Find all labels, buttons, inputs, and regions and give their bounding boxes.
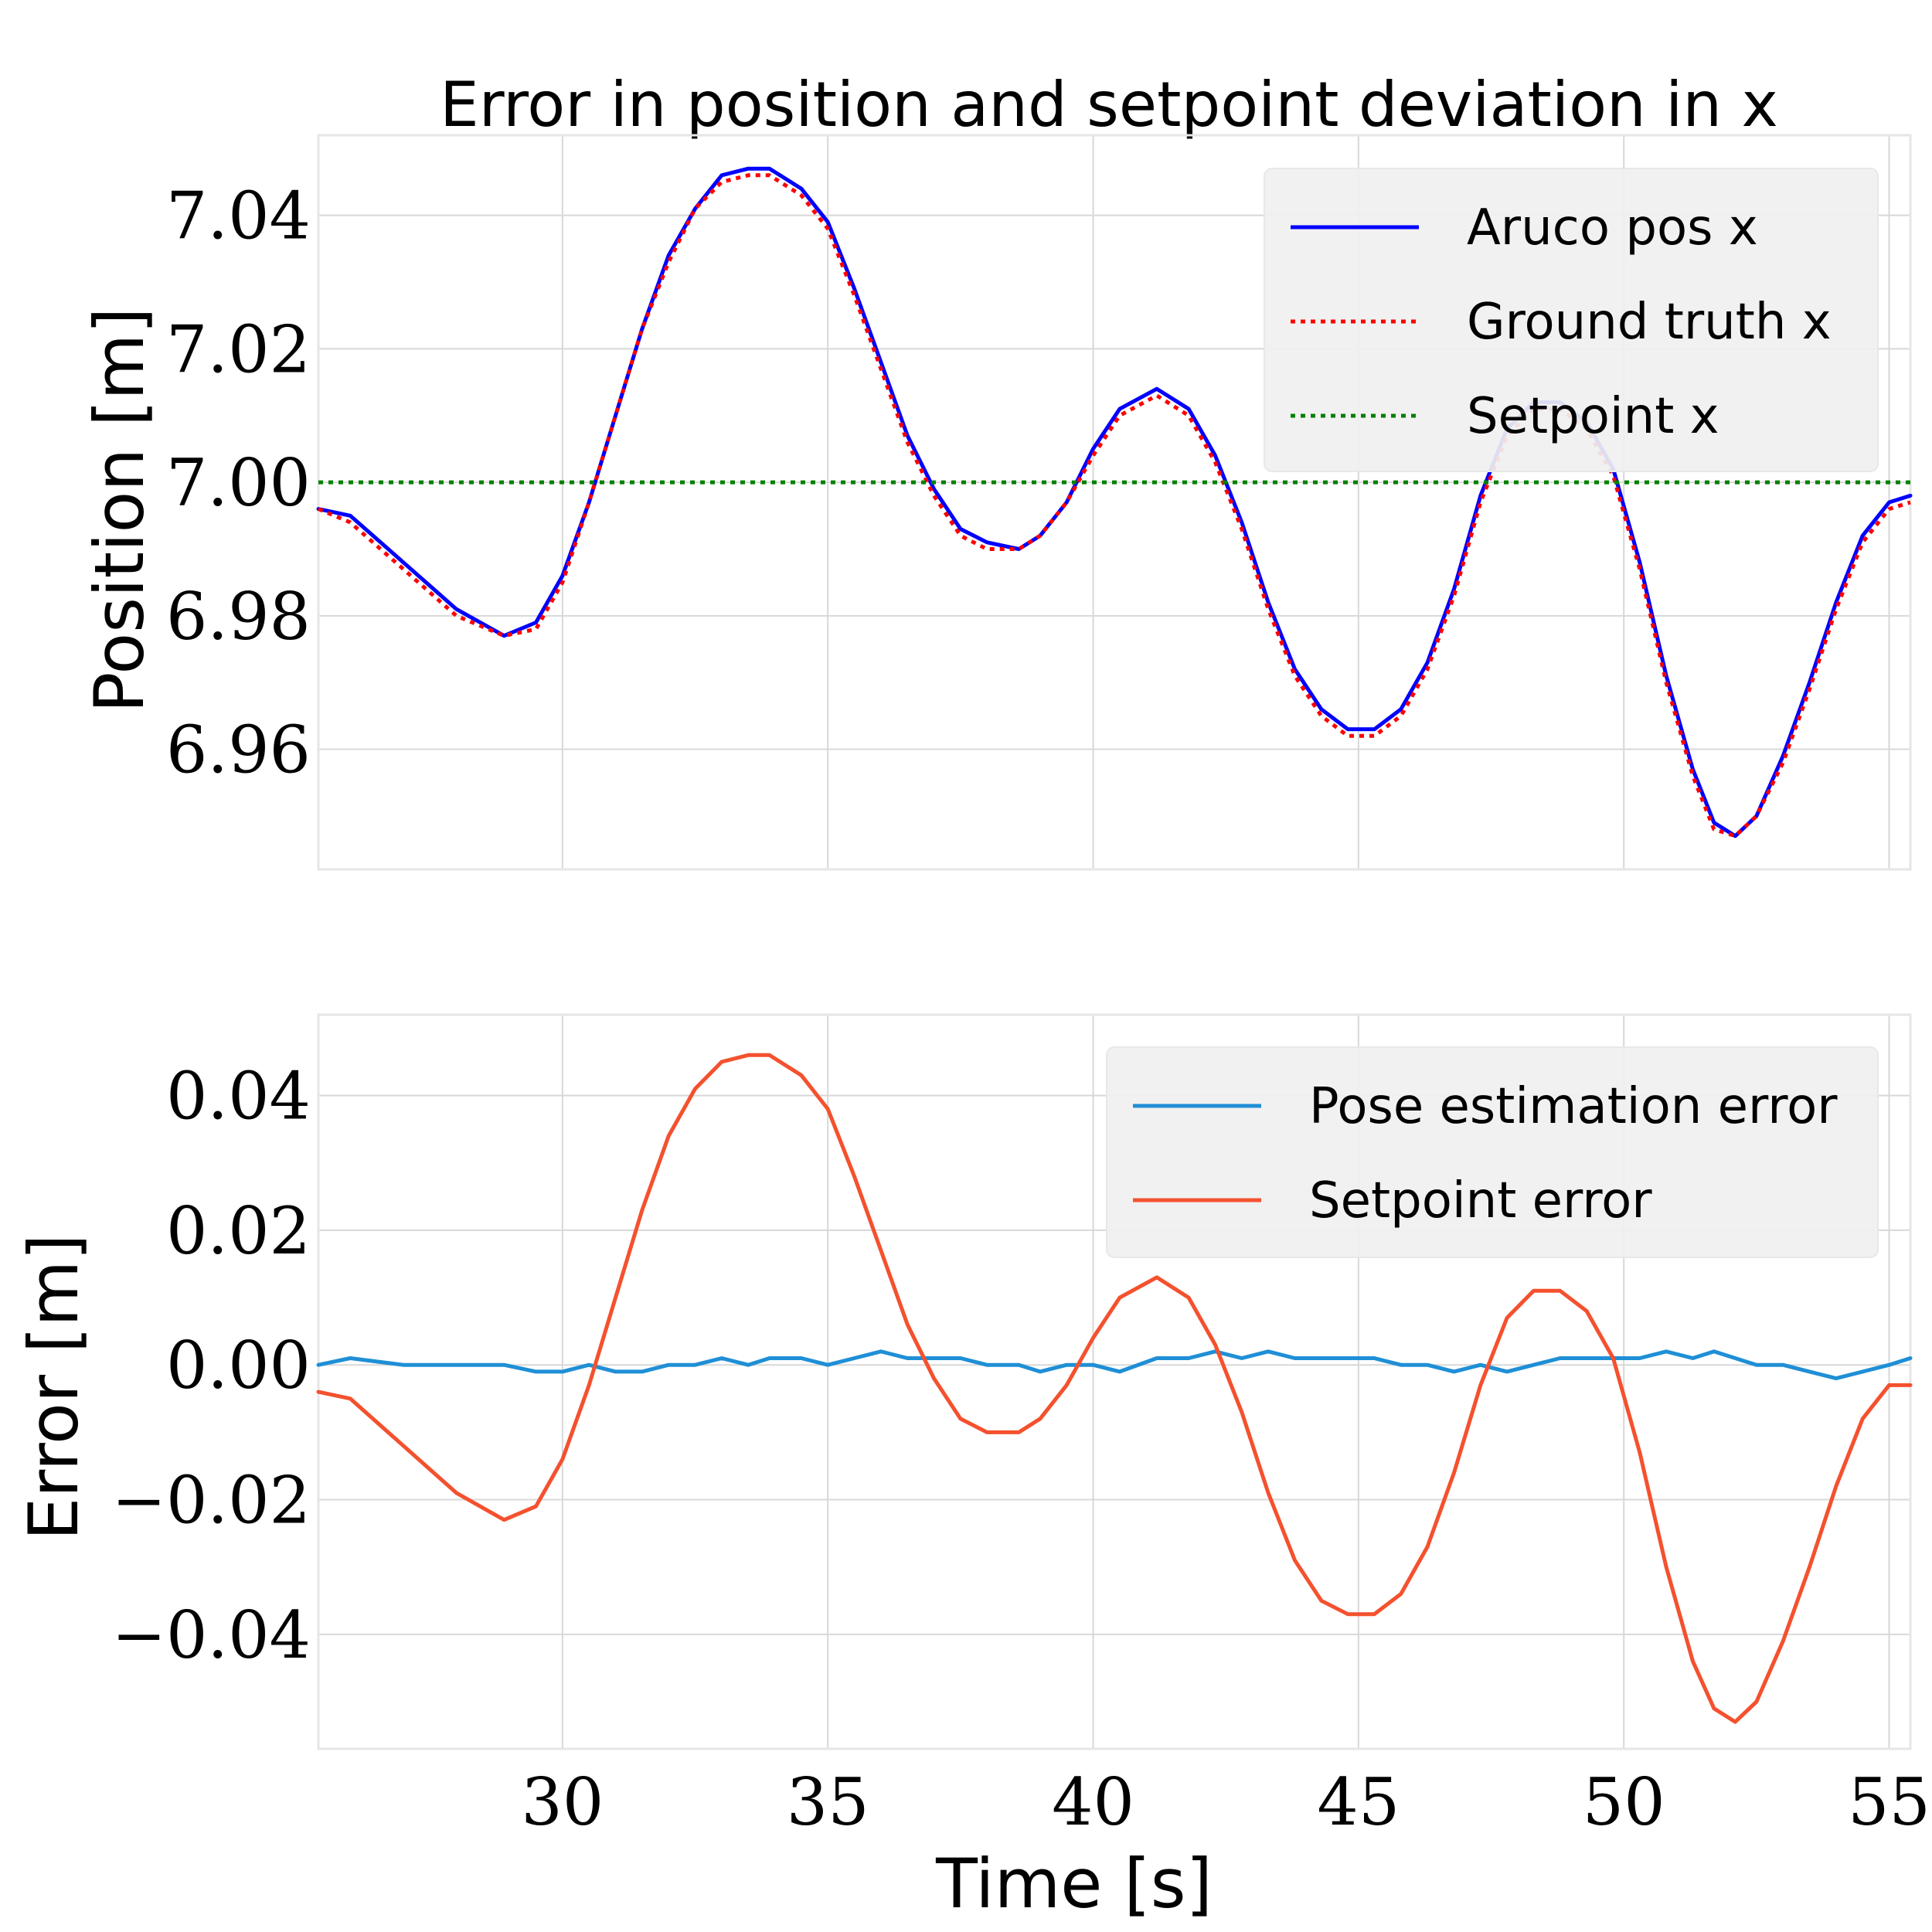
legend-label: Ground truth x [1467, 294, 1832, 351]
error-ytick-label: −0.02 [112, 1463, 311, 1539]
error-ytick-label: 0.04 [166, 1059, 311, 1134]
position-panel: 6.96 6.98 7.00 7.02 7.04 Aruco pos x Ground tr… [166, 134, 1913, 871]
position-ytick-label: 7.04 [166, 179, 311, 254]
error-panel: −0.04 −0.02 0.00 0.02 0.04 30 35 40 45 50 55 Pose e… [112, 1013, 1930, 1840]
position-ytick-label: 6.98 [166, 579, 311, 655]
position-ytick-label: 7.00 [166, 445, 311, 521]
error-ytick-label: 0.02 [166, 1193, 311, 1269]
time-xtick-label: 50 [1583, 1764, 1665, 1840]
position-ytick-label: 6.96 [166, 713, 311, 788]
legend-box [1264, 168, 1879, 472]
error-axis-label: Error [m] [14, 1234, 94, 1541]
legend-label: Setpoint x [1467, 388, 1719, 445]
series-line-pose-estimation-error [316, 1349, 1913, 1381]
error-ytick-label: −0.04 [112, 1597, 311, 1673]
position-legend: Aruco pos x Ground truth x Setpoint x [1264, 168, 1879, 472]
chart-title: Error in position and setpoint deviation… [440, 69, 1778, 141]
error-plot-frame [317, 1013, 1912, 1750]
series-line-setpoint-error [316, 1053, 1913, 1724]
time-axis-label: Time [s] [935, 1844, 1213, 1923]
legend-box [1106, 1046, 1879, 1258]
time-xtick-label: 55 [1848, 1764, 1930, 1840]
error-ytick-label: 0.00 [166, 1328, 311, 1403]
error-legend: Pose estimation error Setpoint error [1106, 1046, 1879, 1258]
position-ytick-label: 7.02 [166, 311, 311, 387]
time-xtick-label: 40 [1052, 1764, 1134, 1840]
series-line-ground-truth-x [318, 173, 1911, 838]
legend-label: Pose estimation error [1309, 1078, 1838, 1135]
time-xtick-label: 45 [1317, 1764, 1400, 1840]
time-xtick-label: 30 [521, 1764, 604, 1840]
time-xtick-label: 35 [787, 1764, 869, 1840]
legend-label: Aruco pos x [1467, 199, 1758, 257]
legend-label: Setpoint error [1309, 1172, 1652, 1230]
position-axis-label: Position [m] [80, 308, 159, 713]
